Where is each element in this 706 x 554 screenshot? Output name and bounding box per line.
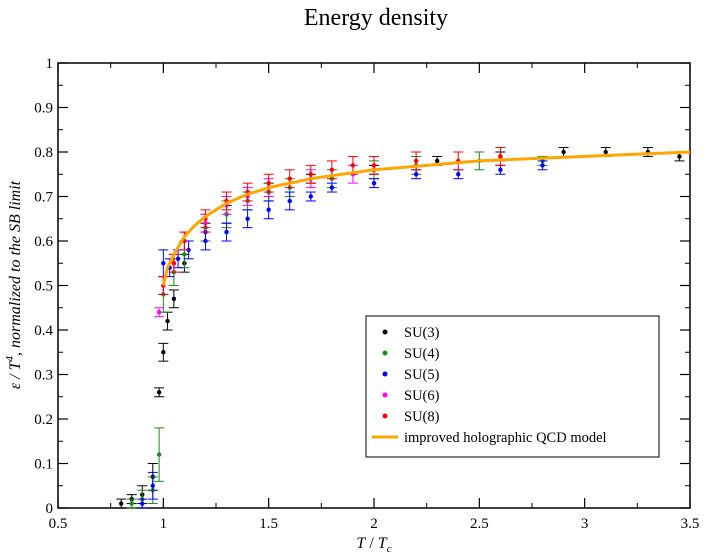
legend-label: SU(5) [404,367,440,383]
x-tick-label: 1.5 [259,516,278,532]
legend-box [365,315,660,458]
series-improved-holographic-qcd-model [161,150,691,286]
data-point [161,261,166,266]
data-point [371,163,377,168]
y-tick-label: 0.9 [34,101,53,117]
legend-marker [382,371,388,377]
data-point [119,501,124,506]
legend: SU(3) SU(4) SU(5) SU(6) SU(8) improved hologr… [365,315,660,458]
data-point [435,158,440,164]
legend-marker [382,329,388,335]
y-tick-label: 0.4 [34,323,53,339]
data-point [561,149,566,155]
x-axis-label: T / Tc [356,535,391,554]
data-point [456,172,461,177]
data-point [150,483,155,488]
chart-title: Energy density [304,5,448,31]
model-curve [161,150,691,286]
data-point [156,390,162,395]
data-point [266,180,271,186]
legend-marker [382,350,388,356]
data-point [540,163,545,168]
data-point [182,252,187,257]
data-point [308,172,313,177]
data-point [171,261,177,266]
data-point [413,158,419,164]
legend-label: improved holographic QCD model [404,430,607,446]
y-tick-label: 0 [46,501,54,517]
y-tick-label: 0.2 [34,412,53,428]
data-point [156,452,162,457]
data-point [175,256,181,261]
data-point [266,207,271,213]
data-point [140,501,145,506]
legend-marker [382,392,388,398]
x-tick-label: 2 [370,516,378,532]
legend-label: SU(6) [404,388,440,404]
data-point [603,149,608,155]
data-point [498,167,503,172]
y-tick-label: 0.6 [34,234,53,250]
legend-marker [382,413,388,419]
x-tick-label: 2.5 [470,516,489,532]
x-axis-ticks: 0.5 1 1.5 2 2.5 3 3.5 [49,63,700,532]
y-tick-label: 1 [46,56,54,72]
data-point [161,350,166,355]
y-tick-label: 0.8 [34,145,53,161]
legend-label: SU(8) [404,409,440,425]
x-tick-label: 3 [581,516,589,532]
series-su-5- [137,160,548,509]
x-tick-label: 0.5 [49,516,68,532]
data-point [165,318,170,324]
y-tick-label: 0.5 [34,279,53,295]
data-point [329,167,335,172]
series-su-8- [158,147,506,295]
data-point [203,238,208,244]
data-point [308,194,313,199]
data-point [224,229,229,235]
x-tick-label: 1 [160,516,168,532]
data-point [413,172,419,177]
legend-entries: SU(3) SU(4) SU(5) SU(6) SU(8) improved hologr… [372,325,607,446]
data-point [498,154,503,159]
y-tick-label: 0.3 [34,368,53,384]
data-series [116,147,691,509]
data-point [371,180,377,186]
data-point [287,176,292,181]
x-tick-label: 3.5 [681,516,700,532]
data-point [329,185,335,190]
y-tick-label: 0.1 [34,457,53,473]
y-tick-label: 0.7 [34,190,53,206]
data-point [245,216,250,221]
legend-label: SU(3) [404,325,440,341]
data-point [171,296,177,302]
data-point [129,501,134,506]
data-point [677,154,682,159]
data-point [350,163,356,168]
y-axis-ticks: 0 0.1 0.2 0.3 0.4 0.5 0.6 0.7 0.8 0.9 1 [34,56,690,517]
data-point [287,198,292,204]
data-point [156,310,162,315]
y-axis-label: ε / T4, normalized to the SB limit [4,180,24,389]
legend-label: SU(4) [404,346,440,362]
